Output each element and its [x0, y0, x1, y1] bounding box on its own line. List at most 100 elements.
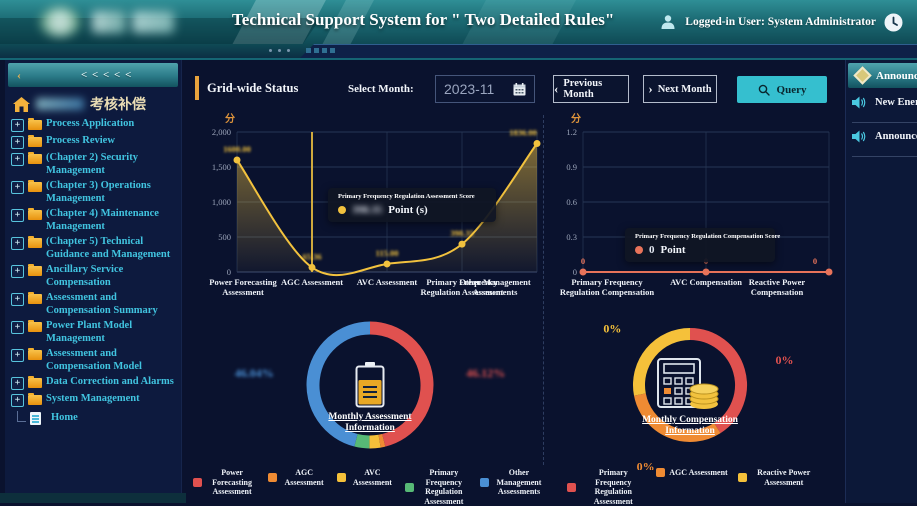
- app-header: Technical Support System for " Two Detai…: [0, 0, 917, 44]
- month-input[interactable]: 2023-11: [435, 75, 535, 103]
- legend-item[interactable]: Reactive Power Assessment: [737, 468, 817, 487]
- svg-text:0: 0: [573, 267, 577, 277]
- legend-item[interactable]: Other Management Assessments: [479, 468, 545, 497]
- svg-text:0: 0: [227, 267, 231, 277]
- expand-icon[interactable]: +: [11, 119, 24, 132]
- data-point[interactable]: [458, 240, 466, 248]
- assessment-line-chart[interactable]: Primary Frequency Regulation Assessment …: [193, 110, 545, 300]
- data-point[interactable]: [233, 156, 241, 164]
- month-value[interactable]: 2023-11: [444, 81, 495, 97]
- expand-icon[interactable]: +: [11, 136, 24, 149]
- tooltip-value: 0: [649, 244, 655, 256]
- x-axis-label: Primary Frequency Regulation Compensation: [560, 277, 654, 297]
- announcements-header[interactable]: Announcements: [848, 63, 917, 88]
- legend-item[interactable]: AGC Assessment: [656, 468, 728, 478]
- select-month-label: Select Month:: [348, 83, 414, 95]
- band-dot: [269, 49, 272, 52]
- data-point[interactable]: [533, 139, 541, 147]
- sidebar-item-label: (Chapter 3) Operations Management: [46, 180, 151, 204]
- legend-label: Reactive Power Assessment: [757, 468, 811, 487]
- query-button[interactable]: Query: [737, 76, 827, 103]
- expand-icon[interactable]: +: [11, 153, 24, 166]
- donut-slice[interactable]: [378, 433, 386, 448]
- data-point[interactable]: [702, 268, 710, 276]
- announcement-item[interactable]: Announcement: [852, 130, 917, 143]
- legend-swatch: [737, 473, 747, 482]
- expand-icon[interactable]: +: [11, 237, 24, 250]
- svg-text:2,000: 2,000: [212, 127, 231, 137]
- sidebar-item[interactable]: + (Chapter 4) Maintenance Management: [11, 208, 177, 233]
- legend-item[interactable]: Primary Frequency Regulation Assessment: [567, 468, 646, 506]
- band-dot: [287, 49, 290, 52]
- sidebar-title-row[interactable]: 考核补偿: [13, 94, 146, 114]
- sidebar-item-label: Power Plant Model Management: [46, 320, 133, 344]
- donut-slice[interactable]: [633, 328, 691, 396]
- sidebar-item[interactable]: + Process Application: [11, 118, 177, 132]
- assessment-donut-chart[interactable]: Monthly Assessment Information 46.12%2.8…: [193, 300, 545, 489]
- sidebar-item[interactable]: + (Chapter 3) Operations Management: [11, 180, 177, 205]
- band-dash: [330, 48, 335, 53]
- announcement-item[interactable]: New Energy: [852, 96, 917, 109]
- sidebar-item-home[interactable]: Home: [17, 411, 177, 426]
- sidebar-collapse-bar[interactable]: ‹ < < < < <: [8, 63, 178, 87]
- point-value-label: 0: [581, 256, 585, 266]
- assessment-legend: Power Forecasting Assessment AGC Assessme…: [193, 468, 545, 506]
- sidebar-item[interactable]: + System Management: [11, 393, 177, 407]
- collapse-back-icon[interactable]: ‹: [17, 67, 21, 82]
- donut-slice[interactable]: [634, 393, 721, 442]
- panel-divider: [852, 156, 917, 157]
- collapse-chevrons-icon[interactable]: < < < < <: [81, 69, 133, 81]
- legend-label: Other Management Assessments: [496, 468, 542, 496]
- sidebar-item[interactable]: + Assessment and Compensation Summary: [11, 292, 177, 317]
- legend-item[interactable]: Primary Frequency Regulation Assessment: [404, 468, 470, 506]
- band-dash: [314, 48, 319, 53]
- donut-slice[interactable]: [369, 321, 434, 447]
- expand-icon[interactable]: +: [11, 293, 24, 306]
- legend-item[interactable]: AVC Assessment: [337, 468, 395, 487]
- legend-item[interactable]: AGC Assessment: [268, 468, 327, 487]
- sidebar-item[interactable]: + (Chapter 2) Security Management: [11, 152, 177, 177]
- svg-text:500: 500: [218, 232, 231, 242]
- previous-month-button[interactable]: ‹ Previous Month: [553, 75, 629, 103]
- y-axis-unit: 分: [225, 112, 235, 125]
- sidebar-item[interactable]: + (Chapter 5) Technical Guidance and Mana…: [11, 236, 177, 261]
- data-point[interactable]: [308, 263, 316, 271]
- expand-icon[interactable]: +: [11, 265, 24, 278]
- data-point[interactable]: [383, 260, 391, 268]
- sidebar-footer: [0, 493, 186, 503]
- expand-icon[interactable]: +: [11, 321, 24, 334]
- folder-icon: [28, 118, 42, 130]
- data-point[interactable]: [825, 268, 833, 276]
- compensation-chart-tooltip: Primary Frequency Regulation Compensatio…: [625, 228, 780, 262]
- expand-icon[interactable]: +: [11, 377, 24, 390]
- compensation-line-chart[interactable]: Primary Frequency Regulation Compensatio…: [547, 110, 837, 300]
- calendar-icon[interactable]: [513, 82, 526, 96]
- compensation-donut-chart[interactable]: Monthly Compensation Information 0% 0% 0%: [547, 300, 837, 473]
- folder-icon: [28, 236, 42, 248]
- tooltip-value: 398.35: [352, 204, 383, 216]
- next-month-button[interactable]: › Next Month: [643, 75, 717, 103]
- expand-icon[interactable]: +: [11, 349, 24, 362]
- sidebar-item[interactable]: + Data Correction and Alarms: [11, 376, 177, 390]
- sidebar-item[interactable]: + Ancillary Service Compensation: [11, 264, 177, 289]
- donut-slice[interactable]: [306, 321, 371, 447]
- donut-slice[interactable]: [369, 434, 381, 449]
- legend-item[interactable]: Power Forecasting Assessment: [193, 468, 258, 497]
- donut-slice[interactable]: [354, 433, 370, 449]
- sidebar-item[interactable]: + Process Review: [11, 135, 177, 149]
- folder-icon: [28, 320, 42, 332]
- expand-icon[interactable]: +: [11, 209, 24, 222]
- sidebar-item[interactable]: + Assessment and Compensation Model: [11, 348, 177, 373]
- assessment-line-svg: 0 500 1,000 1,500 2,000 分 1600.00 65.36 115.00 39…: [209, 112, 541, 297]
- donut-percent-label: 0%: [775, 353, 793, 367]
- tooltip-suffix: Point: [660, 244, 686, 256]
- expand-icon[interactable]: +: [11, 394, 24, 407]
- sidebar-item[interactable]: + Power Plant Model Management: [11, 320, 177, 345]
- legend-swatch: [404, 482, 414, 492]
- expand-icon[interactable]: +: [11, 181, 24, 194]
- donut-slice[interactable]: [689, 328, 747, 434]
- clock-icon[interactable]: [884, 13, 903, 32]
- y-axis-unit: 分: [571, 112, 581, 125]
- data-point[interactable]: [579, 268, 587, 276]
- donut-percent-label: 0%: [603, 321, 621, 335]
